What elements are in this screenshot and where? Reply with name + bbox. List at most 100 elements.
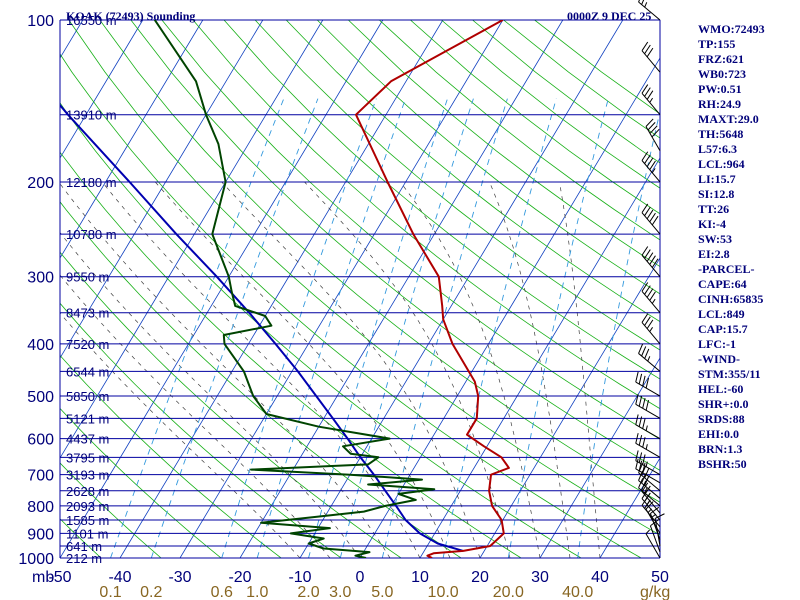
barb-half xyxy=(645,425,648,431)
barb-staff xyxy=(649,525,661,553)
barb-flag xyxy=(646,252,654,262)
barb-half xyxy=(647,356,651,362)
barb-staff xyxy=(641,505,661,528)
index-item: LCL:964 xyxy=(698,157,745,171)
mixing-ratio-line xyxy=(381,98,508,558)
barb-staff xyxy=(638,353,661,372)
dry-adiabat xyxy=(60,462,162,558)
isotherm xyxy=(599,457,660,558)
barb-flag xyxy=(641,313,649,323)
barb-flag xyxy=(644,475,650,486)
mixing-ratio-line xyxy=(339,98,474,558)
barb-flag xyxy=(651,128,660,138)
pressure-tick-label: 400 xyxy=(27,337,54,354)
dry-adiabat xyxy=(60,251,402,558)
barb-flag xyxy=(649,212,656,223)
barb-staff xyxy=(645,126,661,152)
indices-list: WMO:72493 TP:155 FRZ:621 WB0:723 PW:0.51 RH:2… xyxy=(698,22,765,472)
barb-flag xyxy=(651,215,659,226)
mixing-ratio-label: 20.0 xyxy=(493,584,524,600)
wind-barb xyxy=(635,371,661,397)
barb-flag xyxy=(635,414,639,425)
barb-flag xyxy=(642,437,646,448)
barb-flag xyxy=(641,482,649,492)
height-label: 12180 m xyxy=(66,175,117,190)
height-label: 6544 m xyxy=(66,364,109,379)
barb-flag xyxy=(638,460,643,471)
wind-barb xyxy=(635,433,661,458)
barb-staff xyxy=(641,322,661,345)
wind-barb xyxy=(641,203,661,235)
index-item: EI:2.8 xyxy=(698,247,730,261)
barb-flag xyxy=(644,316,651,326)
barb-staff xyxy=(638,487,661,507)
barb-flag xyxy=(638,435,643,446)
isotherm xyxy=(179,20,504,558)
index-item: LCL:849 xyxy=(698,307,745,321)
barb-staff xyxy=(641,92,661,116)
barb-staff xyxy=(635,381,661,397)
mixing-ratio-line xyxy=(507,98,609,558)
mixing-ratio-label: 10.0 xyxy=(428,584,459,600)
wind-barb xyxy=(641,282,661,314)
temperature-tick-label: 10 xyxy=(411,569,429,586)
index-item: WB0:723 xyxy=(698,67,746,81)
barb-flag xyxy=(644,87,651,97)
wind-barb xyxy=(641,41,661,73)
moist-adiabat xyxy=(60,232,361,558)
barb-staff xyxy=(635,460,661,476)
wind-barb xyxy=(635,394,661,419)
isotherm xyxy=(60,20,204,259)
height-label: 4437 m xyxy=(66,432,109,447)
barb-flag xyxy=(635,450,639,461)
mixing-ratio-line xyxy=(308,98,448,558)
height-label: 13910 m xyxy=(66,108,117,123)
isotherm xyxy=(419,157,660,558)
temperature-tick-label: 50 xyxy=(651,569,669,586)
barb-staff xyxy=(638,472,661,492)
barb-flag xyxy=(646,288,654,298)
barb-flag xyxy=(654,513,665,519)
barb-half xyxy=(645,444,648,450)
temperature-tick-label: 0 xyxy=(356,569,365,586)
barb-flag xyxy=(641,0,645,5)
barb-flag xyxy=(638,452,643,463)
mixing-ratio-label: 1.0 xyxy=(246,584,268,600)
barb-staff xyxy=(638,480,661,499)
mixing-ratio-label: 0.6 xyxy=(211,584,233,600)
pressure-tick-label: 300 xyxy=(27,270,54,287)
height-label: 5850 m xyxy=(66,389,109,404)
barb-flag xyxy=(641,473,647,484)
isobars xyxy=(59,19,661,559)
index-item: L57:6.3 xyxy=(698,142,737,156)
index-item: FRZ:621 xyxy=(698,52,744,66)
barb-flag xyxy=(641,282,649,292)
barb-flag xyxy=(635,458,639,469)
height-label: 1585 m xyxy=(66,513,109,528)
mixing-ratio-line xyxy=(221,98,377,558)
pressure-tick-label: 900 xyxy=(27,526,54,543)
dry-adiabat xyxy=(60,53,642,558)
wind-barb xyxy=(641,313,661,345)
dry-adiabat xyxy=(60,354,282,558)
height-label: 5121 m xyxy=(66,411,109,426)
mixing-ratio-line xyxy=(577,109,660,558)
wind-barb xyxy=(635,414,661,440)
wind-barb xyxy=(638,478,661,507)
wind-barb xyxy=(645,529,661,559)
isotherm xyxy=(539,357,660,558)
barb-flag xyxy=(644,468,650,479)
pressure-tick-label: 1000 xyxy=(18,551,54,568)
barb-flag xyxy=(641,246,649,256)
isotherm xyxy=(60,20,384,558)
mixing-ratio-label: 3.0 xyxy=(329,584,351,600)
mixing-ratio-line xyxy=(110,98,285,558)
pressure-tick-label: 200 xyxy=(27,175,54,192)
barb-staff xyxy=(641,290,661,314)
mixing-ratio-unit: g/kg xyxy=(640,584,670,600)
dry-adiabat xyxy=(223,20,660,380)
pressure-tick-label: 700 xyxy=(27,468,54,485)
height-label: 7520 m xyxy=(66,337,109,352)
mixing-ratio-label: 2.0 xyxy=(297,584,319,600)
